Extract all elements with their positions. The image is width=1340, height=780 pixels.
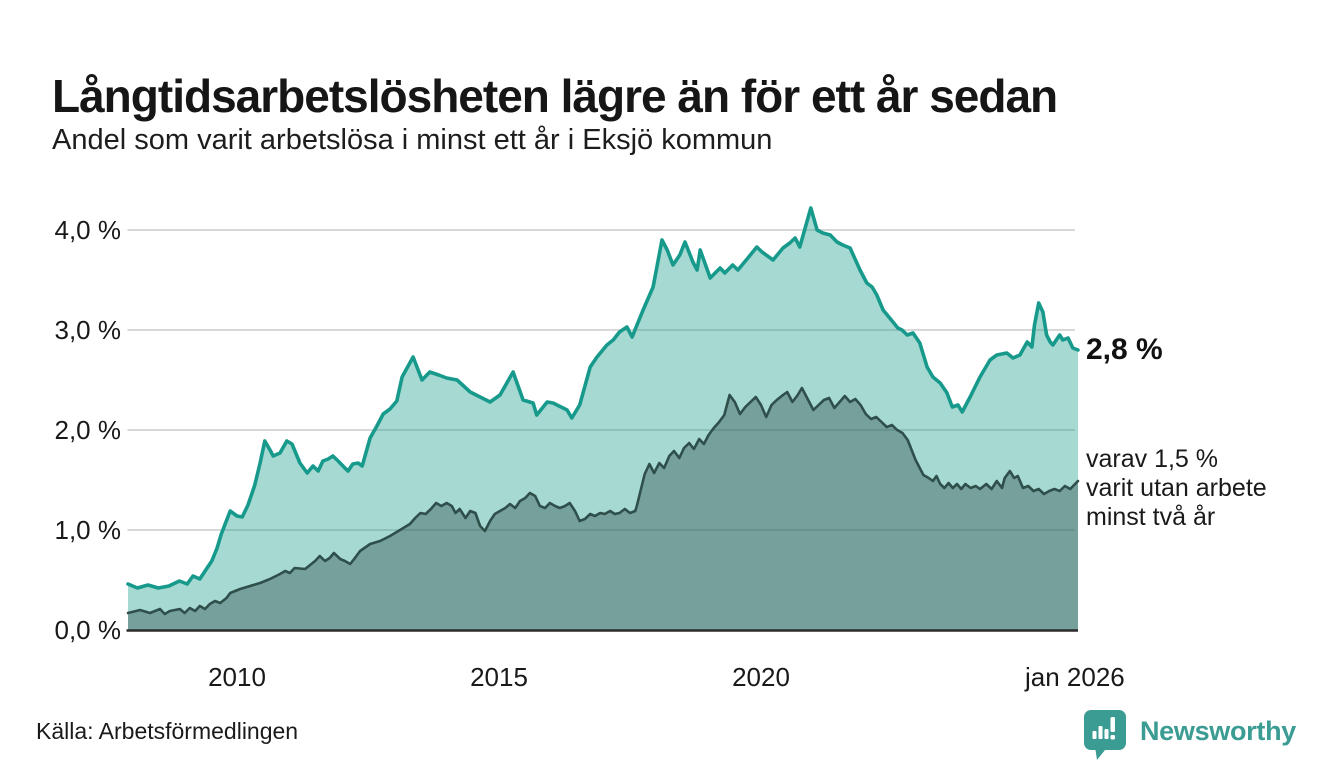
- newsworthy-logo-icon: [1083, 710, 1126, 760]
- brand-name: Newsworthy: [1139, 716, 1296, 746]
- y-axis-tick-label: 1,0 %: [54, 515, 122, 545]
- chart-subtitle: Andel som varit arbetslösa i minst ett å…: [52, 124, 773, 156]
- x-axis-tick-label: 2015: [470, 662, 528, 692]
- latest-value-label: 2,8 %: [1086, 333, 1163, 366]
- secondary-annotation-line3: minst två år: [1086, 503, 1216, 531]
- newsworthy-brand: Newsworthy: [1082, 708, 1296, 762]
- y-axis-tick-label: 2,0 %: [54, 415, 122, 445]
- series-line-1: [126, 206, 1080, 590]
- y-axis-tick-label: 3,0 %: [54, 315, 122, 345]
- x-axis-tick-label: jan 2026: [1024, 662, 1125, 692]
- secondary-annotation-line1: varav 1,5 %: [1086, 445, 1219, 473]
- y-axis-tick-label: 0,0 %: [54, 615, 122, 645]
- series-area-1: [128, 208, 1078, 630]
- x-axis-tick-label: 2010: [208, 662, 266, 692]
- logo-bars-exclamation: [1092, 717, 1115, 740]
- secondary-annotation: varav 1,5 % varit utan arbete minst två …: [1086, 445, 1267, 532]
- page-title: Långtidsarbetslösheten lägre än för ett …: [52, 69, 1058, 122]
- series-area-2: [128, 388, 1078, 630]
- series-line-2: [126, 386, 1080, 616]
- x-axis-tick-label: 2020: [732, 662, 790, 692]
- y-axis-tick-label: 4,0 %: [54, 215, 122, 245]
- source-note: Källa: Arbetsförmedlingen: [36, 718, 299, 744]
- secondary-annotation-line2: varit utan arbete: [1086, 474, 1267, 502]
